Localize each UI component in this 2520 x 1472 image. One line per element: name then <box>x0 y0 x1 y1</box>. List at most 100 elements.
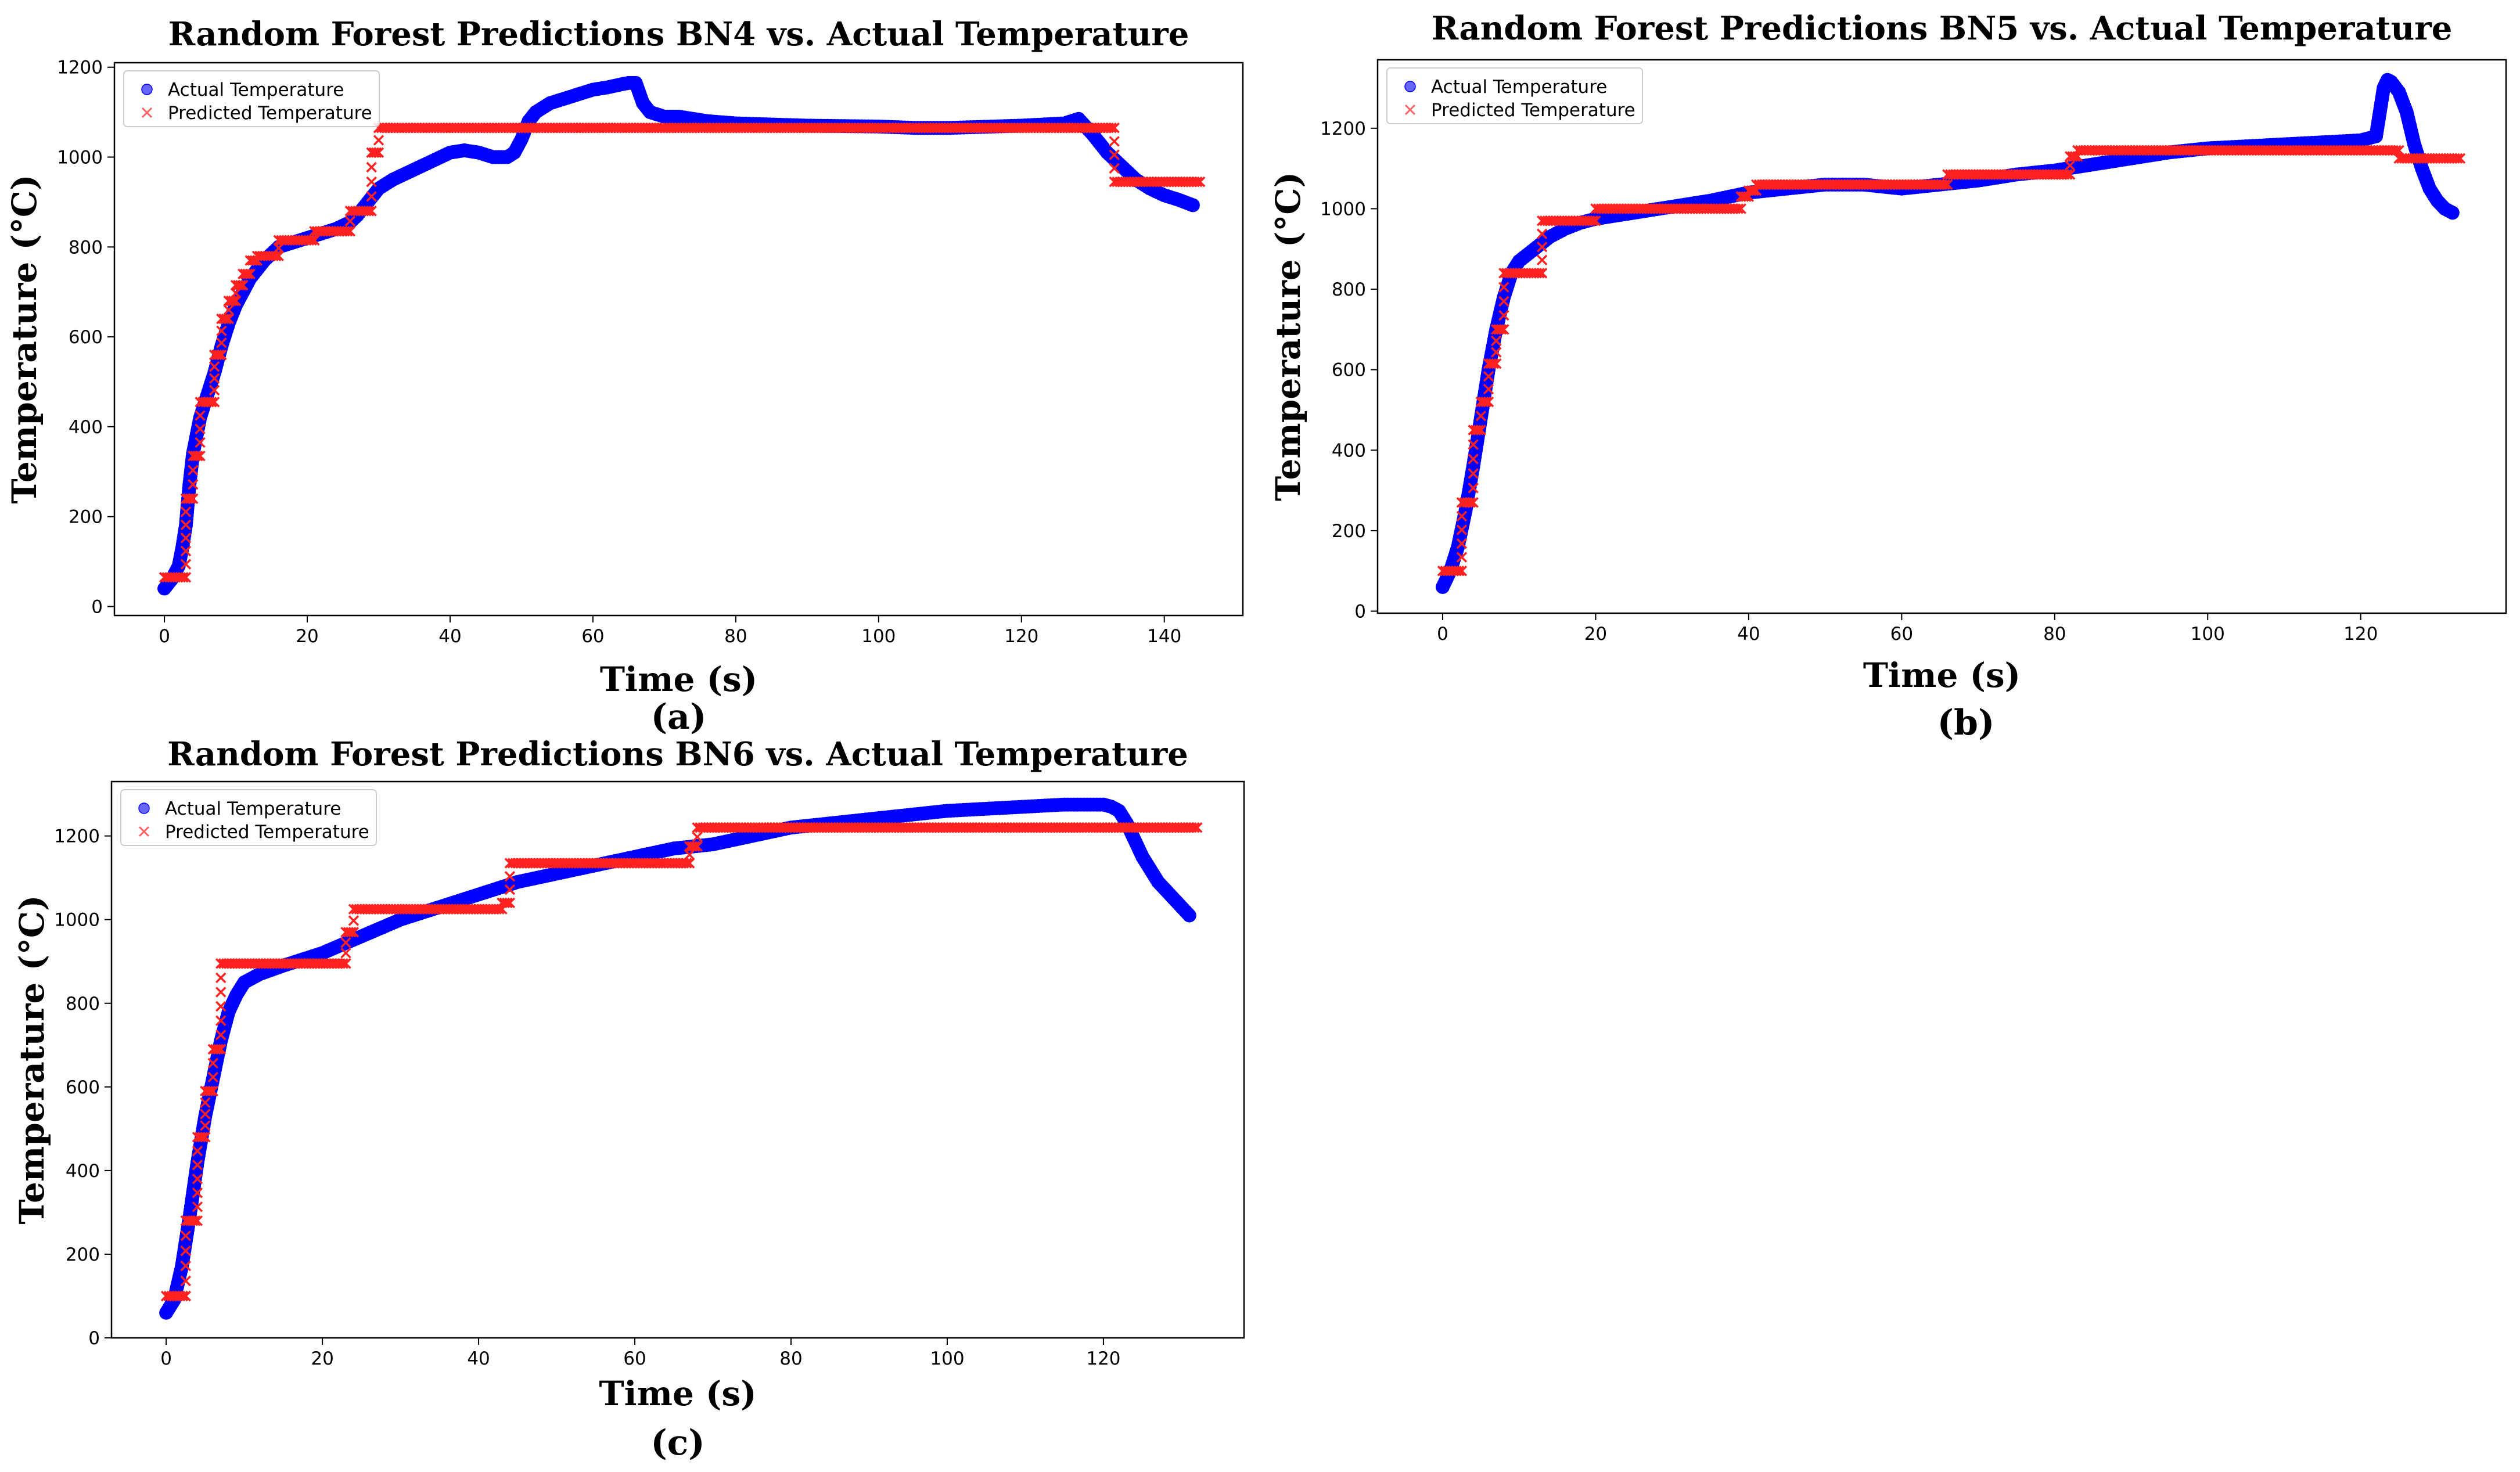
predicted-point <box>1453 565 1465 577</box>
chart-title: Random Forest Predictions BN6 vs. Actual… <box>167 735 1188 773</box>
predicted-point <box>207 1071 219 1083</box>
y-tick-label: 200 <box>66 1244 100 1265</box>
predicted-point <box>1109 149 1120 160</box>
plot-area <box>114 63 1243 616</box>
predicted-point <box>1490 347 1502 358</box>
predicted-point <box>195 437 206 448</box>
y-tick-label: 600 <box>66 1077 100 1098</box>
predicted-point <box>192 1187 203 1199</box>
x-tick-label: 20 <box>311 1348 333 1369</box>
predicted-point <box>1498 282 1509 293</box>
chart-panel-a: Random Forest Predictions BN4 vs. Actual… <box>5 15 1244 737</box>
y-tick-label: 0 <box>91 597 103 618</box>
predicted-point <box>242 268 253 280</box>
predicted-point <box>366 191 377 202</box>
y-tick-label: 1000 <box>1320 199 1366 219</box>
x-tick-label: 100 <box>930 1348 964 1369</box>
y-tick-label: 1000 <box>54 910 100 931</box>
predicted-point <box>1456 552 1468 563</box>
predicted-point <box>1109 163 1120 174</box>
predicted-point <box>1109 122 1120 134</box>
predicted-point <box>1488 358 1500 369</box>
predicted-point <box>309 235 320 246</box>
predicted-point <box>270 250 282 262</box>
predicted-point <box>502 897 513 909</box>
y-tick-label: 400 <box>1332 440 1366 461</box>
predicted-point <box>1732 203 1744 214</box>
y-tick-label: 0 <box>1354 602 1366 622</box>
predicted-point <box>273 243 285 254</box>
chart-title: Random Forest Predictions BN4 vs. Actual… <box>168 15 1189 53</box>
predicted-point <box>1483 383 1494 395</box>
series-predicted-temperature <box>159 122 1206 583</box>
predicted-point <box>340 958 351 969</box>
predicted-point <box>2451 153 2463 164</box>
predicted-point <box>228 295 239 307</box>
x-tick-label: 20 <box>1584 624 1607 645</box>
predicted-point <box>1106 122 1117 134</box>
predicted-point <box>223 313 234 325</box>
predicted-point <box>373 135 384 146</box>
predicted-point <box>213 1043 224 1055</box>
predicted-point <box>188 479 199 490</box>
legend-actual-label: Actual Temperature <box>168 80 344 100</box>
legend-predicted-marker <box>141 107 153 118</box>
predicted-point <box>215 1000 227 1012</box>
predicted-point <box>684 858 695 869</box>
predicted-point <box>366 161 377 173</box>
predicted-point <box>200 1097 211 1109</box>
y-tick-label: 200 <box>1332 521 1366 542</box>
y-tick-label: 800 <box>69 237 103 258</box>
legend-box <box>123 70 380 127</box>
predicted-point <box>1942 179 1953 190</box>
predicted-point <box>1192 176 1203 188</box>
legend-actual-marker <box>141 84 153 95</box>
predicted-point <box>195 410 206 421</box>
predicted-point <box>230 295 242 307</box>
predicted-point <box>1468 439 1479 450</box>
x-tick-label: 80 <box>2043 624 2066 645</box>
predicted-point <box>208 373 220 384</box>
x-tick-label: 40 <box>467 1348 490 1369</box>
legend-actual-marker <box>1404 81 1416 92</box>
predicted-point <box>180 519 192 531</box>
data-layer <box>157 75 1206 596</box>
predicted-point <box>340 937 351 948</box>
predicted-point <box>1536 242 1548 253</box>
predicted-point <box>185 493 196 505</box>
plot-frame <box>113 62 1244 617</box>
legend-predicted-marker <box>1404 104 1416 116</box>
y-axis-label: Temperature (°C) <box>5 174 44 503</box>
predicted-point <box>216 337 227 348</box>
predicted-point <box>188 493 199 505</box>
predicted-point <box>1534 268 1545 279</box>
predicted-point <box>207 1057 219 1069</box>
predicted-point <box>1465 497 1476 508</box>
x-tick-label: 80 <box>724 626 747 647</box>
predicted-point <box>344 215 356 227</box>
x-tick-label: 80 <box>779 1348 802 1369</box>
predicted-point <box>180 1290 191 1302</box>
predicted-point <box>215 1015 227 1027</box>
predicted-point <box>192 1201 203 1212</box>
data-layer <box>1435 73 2466 594</box>
predicted-point <box>341 226 353 237</box>
predicted-point <box>205 1085 216 1097</box>
x-axis-label: Time (s) <box>600 660 757 699</box>
legend-box <box>120 789 377 846</box>
predicted-point <box>684 849 695 861</box>
predicted-point <box>180 571 192 583</box>
predicted-point <box>200 1109 211 1120</box>
predicted-point <box>1456 510 1468 522</box>
predicted-point <box>1735 203 1746 214</box>
predicted-point <box>2454 153 2466 164</box>
predicted-point <box>1456 565 1468 577</box>
series-predicted-temperature <box>1437 145 2466 577</box>
predicted-point <box>177 1290 189 1302</box>
predicted-point <box>1490 358 1502 369</box>
predicted-point <box>187 1215 199 1226</box>
predicted-point <box>180 559 192 570</box>
predicted-point <box>366 206 377 217</box>
predicted-point <box>1587 215 1598 226</box>
predicted-point <box>1192 822 1203 833</box>
